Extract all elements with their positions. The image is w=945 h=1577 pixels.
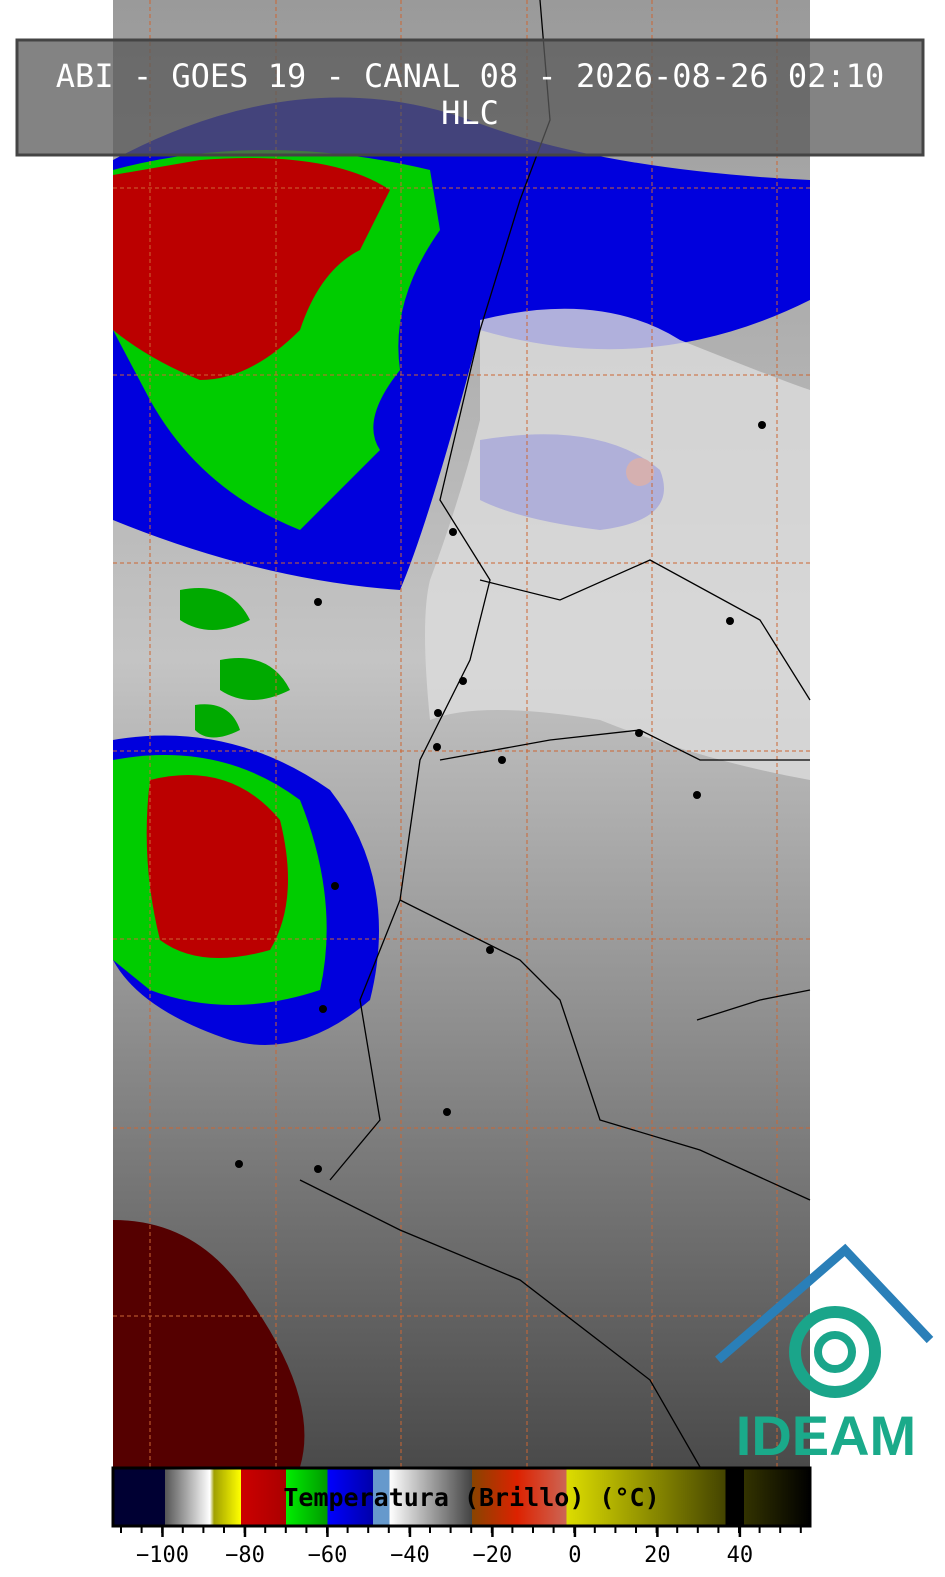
- colorbar-tick-label: −80: [225, 1543, 265, 1568]
- colorbar-tick-label: 0: [568, 1543, 581, 1568]
- logo: IDEAM: [715, 1243, 934, 1467]
- subtitle: HLC: [441, 94, 499, 132]
- colorbar-tick-label: 40: [727, 1543, 754, 1568]
- satellite-map: [113, 0, 811, 1468]
- colorbar-tick-label: 20: [644, 1543, 671, 1568]
- logo-text: IDEAM: [736, 1404, 916, 1467]
- colorbar-tick-label: −100: [136, 1543, 189, 1568]
- colorbar-tick-label: −40: [390, 1543, 430, 1568]
- colorbar-tick-label: −20: [473, 1543, 513, 1568]
- title-box: [15, 38, 925, 157]
- colorbar-fill: [111, 1466, 812, 1528]
- title: ABI - GOES 19 - CANAL 08 - 2026-08-26 02…: [56, 57, 884, 95]
- colorbar: Temperatura (Brillo) (°C) −100 −80 −60 −40 −2…: [111, 1466, 812, 1568]
- colorbar-tick-label: −60: [308, 1543, 348, 1568]
- colorbar-label: Temperatura (Brillo) (°C): [283, 1483, 659, 1512]
